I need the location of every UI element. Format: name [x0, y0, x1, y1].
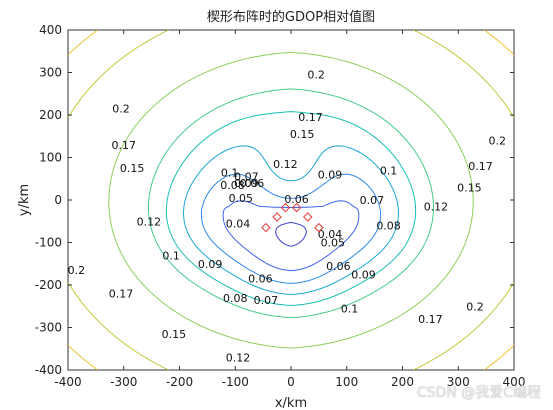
contour-label: 0.06 — [240, 177, 265, 190]
x-tick-label: 300 — [447, 375, 470, 389]
contour-label: 0.1 — [380, 164, 398, 177]
contour-label: 0.08 — [223, 292, 248, 305]
contour-label: 0.09 — [318, 169, 343, 182]
contour-label: 0.07 — [360, 194, 385, 207]
contour-label: 0.09 — [234, 177, 259, 190]
contour-label: 0.15 — [457, 181, 482, 194]
contour-label: 0.07 — [254, 294, 279, 307]
contour-label: 0.1 — [162, 249, 180, 262]
contour-label: 0.09 — [198, 258, 223, 271]
contour-line-0.09 — [165, 111, 417, 306]
y-tick-label: 0 — [54, 193, 62, 207]
x-tick-label: -100 — [222, 375, 249, 389]
plot-area — [67, 29, 515, 371]
contour-line-0.15 — [68, 30, 514, 370]
contour-label: 0.07 — [234, 171, 259, 184]
y-tick-label: 400 — [39, 23, 62, 37]
contour-label: 0.15 — [290, 128, 315, 141]
contour-label: 0.06 — [284, 193, 309, 206]
contour-labels: 0.2 0.2 0.2 0.2 0.2 0.17 0.17 0.17 0.17 0.17 0.15 0… — [68, 69, 506, 365]
contour-label: 0.1 — [221, 166, 239, 179]
contour-label: 0.17 — [468, 160, 493, 173]
x-tick-label: 200 — [391, 375, 414, 389]
contour-label: 0.17 — [112, 139, 137, 152]
contour-label: 0.05 — [321, 237, 346, 250]
contour-line-0.12 — [108, 51, 474, 349]
contour-label: 0.05 — [229, 192, 254, 205]
contour-label: 0.1 — [341, 302, 359, 315]
station-marker — [314, 222, 324, 233]
contour-label: 0.12 — [273, 158, 298, 171]
x-tick-label: 100 — [335, 375, 358, 389]
contour-label: 0.04 — [318, 228, 343, 241]
station-marker — [272, 212, 282, 222]
x-tick-label: 400 — [503, 375, 526, 389]
y-axis-label: y/km — [17, 184, 32, 216]
y-tick-label: -300 — [35, 321, 62, 335]
contour-lines — [68, 30, 514, 370]
contour-line-0.05 — [275, 221, 307, 247]
watermark: CSDN @我爱C编程 — [416, 385, 541, 401]
contour-label: 0.06 — [248, 273, 273, 286]
x-axis-label: x/km — [275, 396, 307, 410]
contour-line-0.17 — [68, 30, 514, 370]
x-tick-label: -300 — [110, 375, 137, 389]
contour-label: 0.12 — [424, 200, 449, 213]
contour-line-0.07 — [200, 173, 382, 284]
y-tick-label: 200 — [39, 108, 62, 122]
station-marker — [280, 202, 291, 213]
y-tick-label: -400 — [35, 363, 62, 377]
contour-label: 0.17 — [418, 313, 443, 326]
contour-label: 0.2 — [68, 264, 86, 277]
y-tick-label: -100 — [35, 236, 62, 250]
y-tick-label: 300 — [39, 66, 62, 80]
contour-label: 0.15 — [162, 328, 187, 341]
contour-label: 0.2 — [307, 69, 325, 82]
x-tick-label: -200 — [166, 375, 193, 389]
contour-label: 0.2 — [489, 135, 507, 148]
contour-label: 0.17 — [109, 288, 134, 301]
station-marker — [303, 212, 313, 222]
contour-label: 0.12 — [137, 215, 162, 228]
contour-label: 0.2 — [112, 103, 130, 116]
y-axis-ticks: -400 -300 -200 -100 0 100 200 300 400 — [35, 23, 514, 377]
x-tick-label: -400 — [54, 375, 81, 389]
contour-line-0.1 — [148, 88, 434, 319]
chart-title: 楔形布阵时的GDOP相对值图 — [207, 9, 375, 25]
contour-label: 0.12 — [226, 351, 251, 364]
contour-label: 0.15 — [120, 162, 145, 175]
contour-label: 0.04 — [226, 217, 251, 230]
contour-label: 0.17 — [298, 111, 323, 124]
contour-label: 0.2 — [466, 300, 484, 313]
station-marker — [291, 202, 302, 213]
contour-label: 0.09 — [351, 268, 376, 281]
y-tick-label: 100 — [39, 151, 62, 165]
x-axis-ticks: -400 -300 -200 -100 0 100 200 300 400 — [54, 30, 525, 389]
y-tick-label: -200 — [35, 278, 62, 292]
contour-label: 0.08 — [220, 179, 245, 192]
contour-label: 0.06 — [326, 260, 351, 273]
contour-label: 0.08 — [376, 220, 401, 233]
contour-line-0.06 — [222, 200, 360, 272]
x-tick-label: 0 — [287, 375, 295, 389]
station-marker — [261, 222, 271, 233]
station-markers — [261, 202, 324, 233]
contour-line-0.08 — [183, 145, 399, 295]
